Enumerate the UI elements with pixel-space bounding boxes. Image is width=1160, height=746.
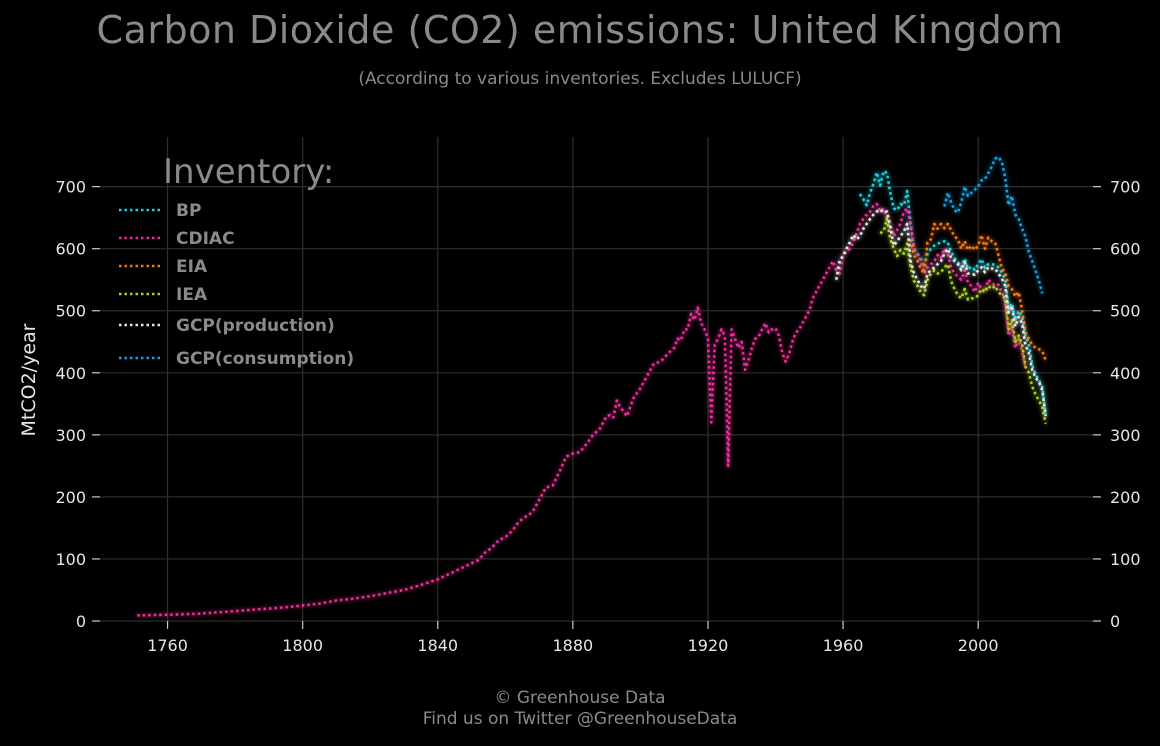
legend-label: IEA — [176, 285, 208, 305]
y-axis-label: MtCO2/year — [18, 323, 40, 436]
series-line-eia — [909, 222, 1047, 361]
y-tick-label-right: 0 — [1110, 612, 1120, 631]
y-tick-label-right: 200 — [1110, 488, 1141, 507]
legend-label: GCP(production) — [176, 316, 335, 336]
x-tick-label: 2000 — [958, 636, 999, 655]
series-line-gcp-consumption — [943, 155, 1044, 294]
series-line-gcp-production — [835, 208, 1047, 417]
y-tick-label-right: 500 — [1110, 302, 1141, 321]
y-tick-label-left: 0 — [76, 612, 86, 631]
chart-subtitle: (According to various inventories. Exclu… — [358, 69, 802, 89]
y-tick-label-right: 100 — [1110, 550, 1141, 569]
y-tick-label-right: 700 — [1110, 178, 1141, 197]
y-tick-label-right: 400 — [1110, 364, 1141, 383]
x-tick-label: 1800 — [282, 636, 323, 655]
legend: Inventory: BP CDIAC EIA IEA GCP(production) G… — [119, 152, 354, 369]
x-tick-label: 1760 — [147, 636, 188, 655]
series-line-bp — [858, 169, 1047, 417]
x-tick-label: 1920 — [688, 636, 729, 655]
x-tick-label: 1880 — [552, 636, 593, 655]
x-tick-label: 1960 — [823, 636, 864, 655]
y-tick-label-left: 700 — [55, 178, 86, 197]
series-line-iea — [879, 217, 1047, 424]
series-layer — [137, 155, 1047, 617]
y-tick-label-right: 300 — [1110, 426, 1141, 445]
y-tick-label-left: 500 — [55, 302, 86, 321]
twitter-handle-text: Find us on Twitter @GreenhouseData — [422, 709, 738, 729]
footer: © Greenhouse Data Find us on Twitter @Gr… — [0, 688, 1160, 730]
series-line-cdiac — [137, 202, 1027, 617]
copyright-text: © Greenhouse Data — [494, 688, 666, 708]
legend-title: Inventory: — [163, 152, 334, 192]
legend-label: BP — [176, 201, 201, 221]
chart-title: Carbon Dioxide (CO2) emissions: United K… — [96, 8, 1064, 52]
legend-label: CDIAC — [176, 229, 235, 249]
grid — [100, 137, 1093, 622]
y-tick-label-left: 600 — [55, 240, 86, 259]
y-tick-label-left: 300 — [55, 426, 86, 445]
y-tick-label-left: 400 — [55, 364, 86, 383]
x-tick-label: 1840 — [417, 636, 458, 655]
axes: 0 0 100 100 200 200 300 300 400 400 500 500 600 600 70… — [55, 178, 1140, 655]
legend-label: EIA — [176, 257, 208, 277]
y-tick-label-left: 200 — [55, 488, 86, 507]
y-tick-label-left: 100 — [55, 550, 86, 569]
y-tick-label-right: 600 — [1110, 240, 1141, 259]
legend-label: GCP(consumption) — [176, 349, 354, 369]
